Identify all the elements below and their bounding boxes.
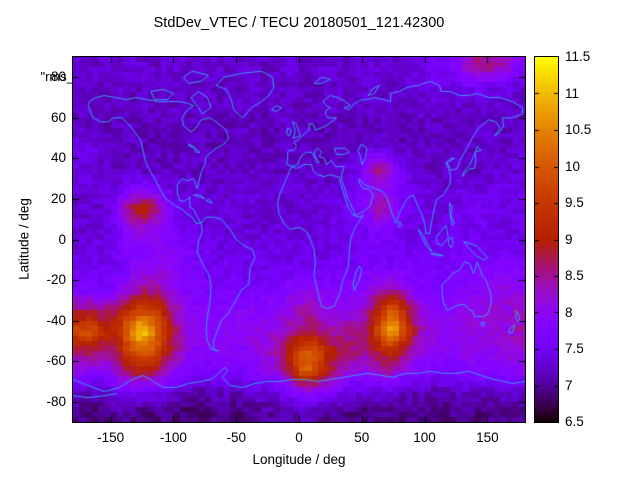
colorbar-tick-label: 11 [565,85,580,101]
y-tick-label: 40 [50,150,66,166]
y-tick-label: -40 [46,312,66,328]
x-tick-label: -100 [159,430,187,445]
map-plot-area [72,56,526,423]
colorbar-tick-label: 10.5 [565,122,592,137]
y-tick-label: 20 [50,190,66,206]
y-tick-label: 80 [50,69,66,85]
stray-rms-label: "rms_ [40,69,74,84]
colorbar-canvas [535,57,558,422]
chart-title: StdDev_VTEC / TECU 20180501_121.42300 [153,15,445,31]
x-tick-label: -50 [226,430,246,445]
y-tick-label: 60 [50,109,66,125]
y-tick-label: -20 [46,272,66,288]
y-tick-label: -80 [46,393,66,409]
x-tick-label: 150 [476,430,499,445]
colorbar-tick-label: 6.5 [565,414,584,429]
colorbar-tick-label: 9 [565,231,573,247]
colorbar-tick-label: 11.5 [565,49,591,64]
y-tick-label: -60 [46,353,66,369]
colorbar-tick-label: 8 [565,304,573,320]
heatmap-canvas [73,57,525,422]
x-tick-label: -150 [97,430,125,445]
colorbar-tick-label: 9.5 [565,195,584,210]
x-tick-label: 0 [295,430,303,445]
colorbar-tick-label: 7.5 [565,341,584,356]
colorbar-tick-label: 10 [565,158,581,174]
colorbar-tick-label: 8.5 [565,268,584,283]
x-axis-label: Longitude / deg [252,452,346,467]
y-tick-label: 0 [58,231,66,247]
x-tick-label: 100 [413,430,436,445]
colorbar [534,56,559,423]
colorbar-tick-label: 7 [565,377,573,393]
x-tick-label: 50 [354,430,370,445]
